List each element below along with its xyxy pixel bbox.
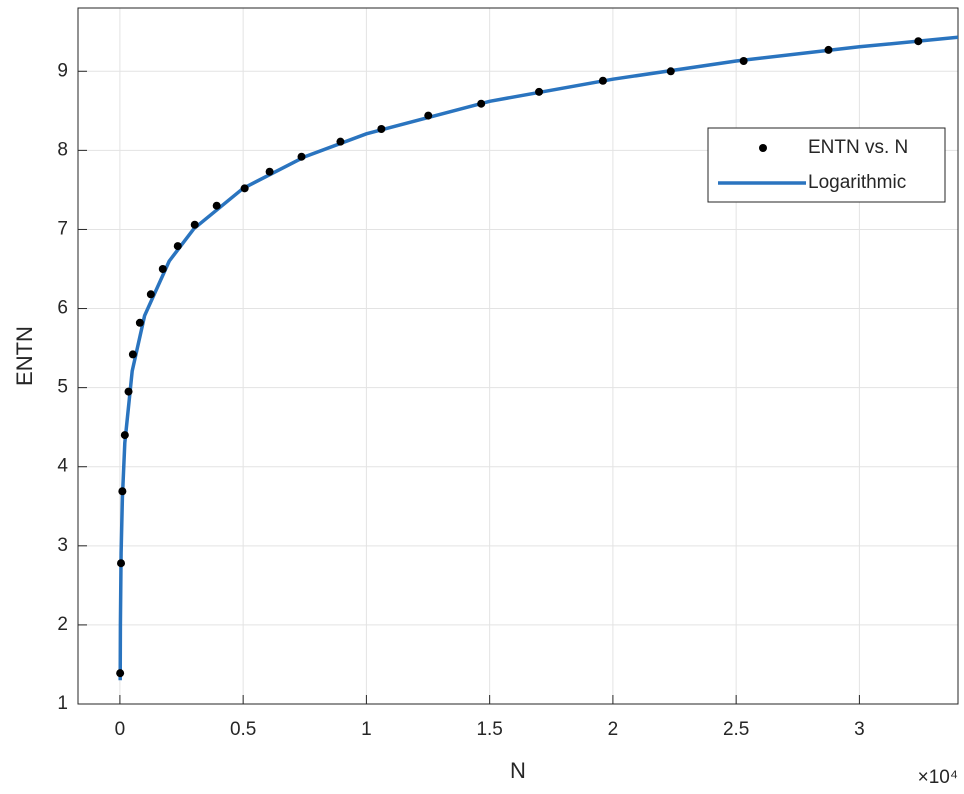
data-point xyxy=(914,37,923,46)
x-tick-label: 2.5 xyxy=(723,719,749,740)
data-point xyxy=(424,111,433,120)
data-point xyxy=(297,152,306,161)
plot-frame xyxy=(77,7,959,705)
data-point xyxy=(824,45,833,54)
data-point xyxy=(666,67,675,76)
x-tick-label: 3 xyxy=(854,719,865,740)
data-point xyxy=(336,137,345,146)
data-point xyxy=(739,56,748,65)
data-point xyxy=(240,184,249,193)
x-tick-label: 1 xyxy=(361,719,372,740)
legend-label: ENTN vs. N xyxy=(808,137,908,158)
fit-line xyxy=(118,35,958,681)
x-tick-label: 0.5 xyxy=(230,719,256,740)
x-tick-label: 0 xyxy=(115,719,126,740)
data-point xyxy=(377,125,386,134)
y-axis-label: ENTN xyxy=(12,326,37,386)
y-tick-label: 5 xyxy=(57,377,68,398)
legend-box xyxy=(707,127,946,203)
data-point xyxy=(158,265,167,273)
data-point xyxy=(477,99,486,108)
x-axis-label: N xyxy=(510,758,526,783)
data-point xyxy=(212,201,221,210)
x-exponent: ×10⁴ xyxy=(918,767,958,788)
y-tick-label: 6 xyxy=(57,298,68,319)
data-point xyxy=(116,669,125,678)
y-tick-label: 3 xyxy=(57,535,68,556)
data-point xyxy=(120,431,129,440)
data-point xyxy=(124,387,133,396)
data-point xyxy=(146,290,155,299)
data-point xyxy=(173,242,182,251)
data-point xyxy=(118,487,127,496)
legend-label: Logarithmic xyxy=(808,172,906,193)
data-point xyxy=(598,76,607,85)
legend-marker xyxy=(759,144,767,152)
y-tick-label: 4 xyxy=(57,456,68,477)
data-point xyxy=(535,87,544,96)
data-point xyxy=(265,167,274,176)
y-tick-label: 7 xyxy=(57,218,68,239)
y-tick-label: 2 xyxy=(57,614,68,635)
x-tick-label: 2 xyxy=(608,719,619,740)
data-point xyxy=(117,559,126,568)
y-tick-label: 8 xyxy=(57,139,68,160)
y-tick-label: 1 xyxy=(57,693,68,714)
data-point xyxy=(135,318,144,327)
x-tick-label: 1.5 xyxy=(476,719,502,740)
data-point xyxy=(128,350,137,359)
y-tick-label: 9 xyxy=(57,60,68,81)
data-point xyxy=(190,220,199,229)
